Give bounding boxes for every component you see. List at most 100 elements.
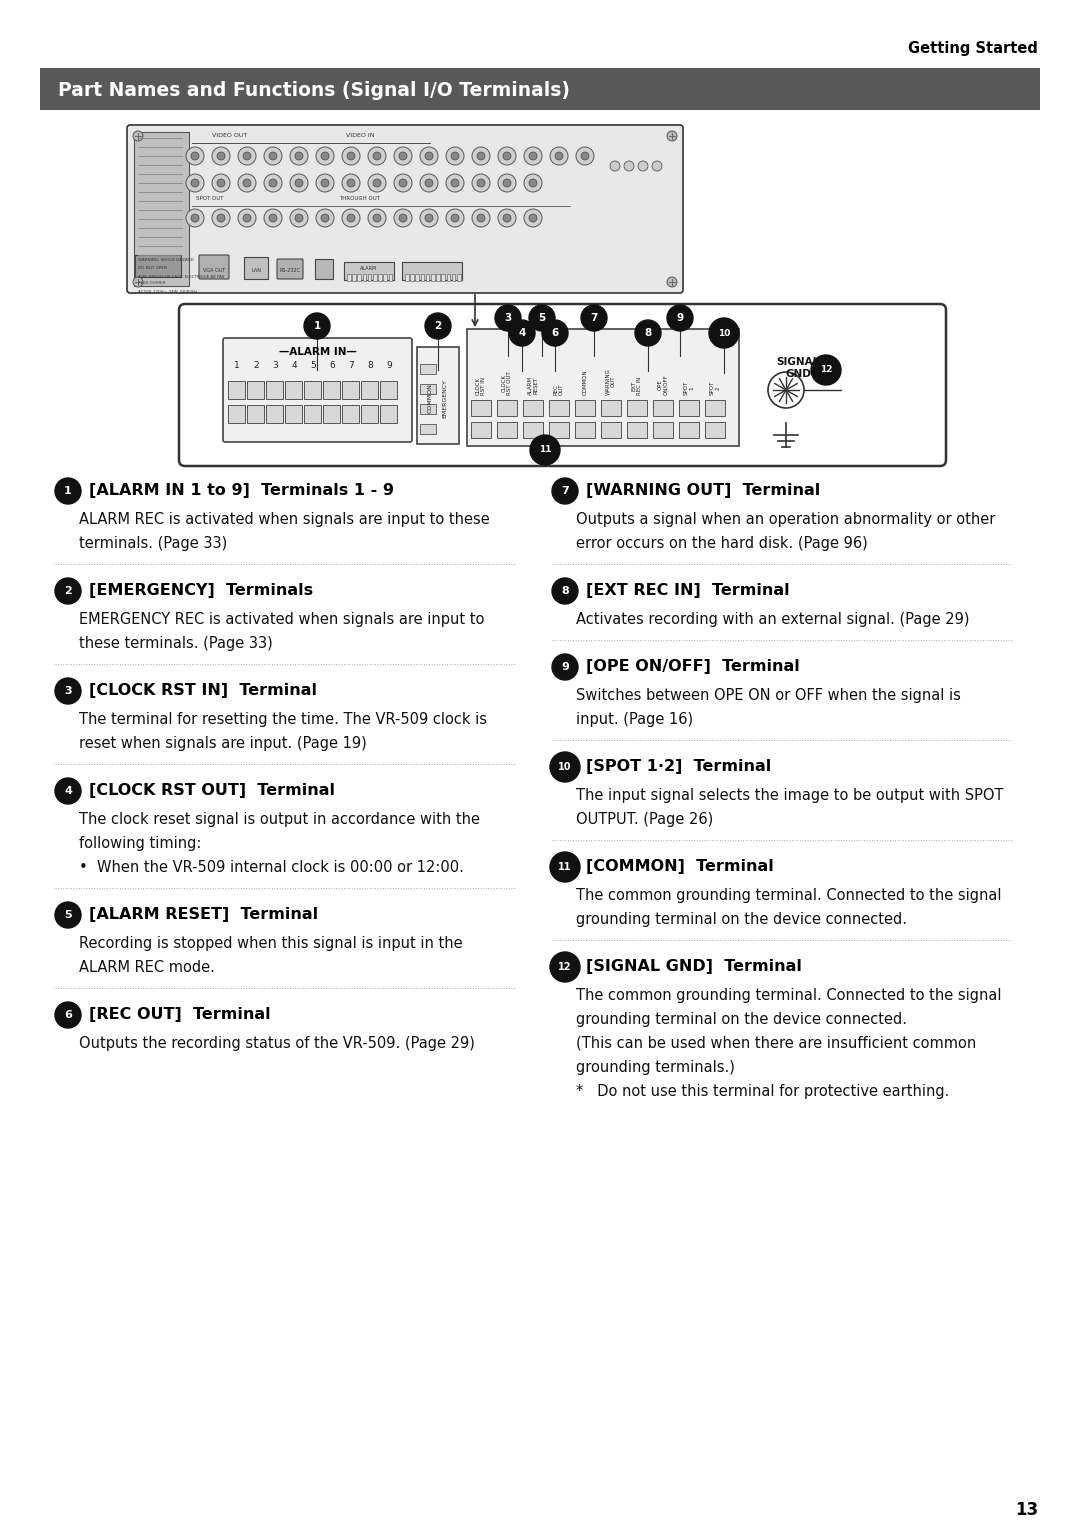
Circle shape — [212, 209, 230, 228]
Text: 11: 11 — [558, 862, 571, 872]
Text: 6: 6 — [64, 1010, 72, 1021]
Text: [EXT REC IN]  Terminal: [EXT REC IN] Terminal — [586, 584, 789, 599]
Circle shape — [652, 160, 662, 171]
FancyBboxPatch shape — [575, 422, 595, 439]
Circle shape — [542, 319, 568, 345]
Text: WARNING
OUT: WARNING OUT — [606, 368, 617, 396]
Text: 2: 2 — [253, 362, 259, 370]
Text: 1: 1 — [64, 486, 72, 497]
FancyBboxPatch shape — [199, 255, 229, 280]
Text: 10: 10 — [718, 329, 730, 338]
Circle shape — [347, 151, 355, 160]
Bar — [447, 274, 450, 281]
Circle shape — [243, 179, 251, 186]
Circle shape — [368, 174, 386, 193]
Circle shape — [708, 318, 739, 348]
Text: 7: 7 — [591, 313, 597, 322]
Bar — [363, 274, 366, 281]
Circle shape — [552, 478, 578, 504]
Text: SPOT OUT: SPOT OUT — [197, 196, 224, 202]
Circle shape — [420, 147, 438, 165]
FancyBboxPatch shape — [417, 347, 459, 445]
FancyBboxPatch shape — [575, 400, 595, 416]
FancyBboxPatch shape — [285, 405, 302, 423]
Text: [ALARM RESET]  Terminal: [ALARM RESET] Terminal — [89, 908, 319, 923]
Circle shape — [667, 306, 693, 332]
Circle shape — [269, 179, 276, 186]
Text: 5: 5 — [64, 911, 71, 920]
Text: OPE
ON/OFF: OPE ON/OFF — [658, 374, 669, 396]
Text: Part Names and Functions (Signal I/O Terminals): Part Names and Functions (Signal I/O Ter… — [58, 81, 570, 99]
Text: 4: 4 — [518, 329, 526, 338]
FancyBboxPatch shape — [266, 380, 283, 399]
Bar — [451, 274, 456, 281]
Bar — [389, 274, 392, 281]
Text: SPOT
1: SPOT 1 — [684, 380, 694, 396]
Circle shape — [295, 151, 303, 160]
Circle shape — [238, 147, 256, 165]
FancyBboxPatch shape — [244, 257, 268, 280]
Bar — [410, 274, 414, 281]
FancyBboxPatch shape — [549, 422, 569, 439]
FancyBboxPatch shape — [276, 260, 303, 280]
Text: PLUS OUVRIR: PLUS OUVRIR — [138, 281, 165, 286]
Bar — [383, 274, 387, 281]
Circle shape — [264, 209, 282, 228]
FancyBboxPatch shape — [497, 422, 517, 439]
Text: 6: 6 — [552, 329, 558, 338]
Text: 13: 13 — [1015, 1500, 1038, 1519]
Text: VIDEO OUT: VIDEO OUT — [213, 133, 247, 138]
Circle shape — [503, 179, 511, 186]
Circle shape — [291, 147, 308, 165]
Text: 10: 10 — [558, 762, 571, 772]
Text: input. (Page 16): input. (Page 16) — [576, 712, 693, 727]
Circle shape — [212, 147, 230, 165]
Circle shape — [446, 147, 464, 165]
Circle shape — [269, 214, 276, 222]
Text: 3: 3 — [272, 362, 278, 370]
Circle shape — [768, 371, 804, 408]
Text: [OPE ON/OFF]  Terminal: [OPE ON/OFF] Terminal — [586, 660, 800, 674]
Circle shape — [186, 209, 204, 228]
Circle shape — [321, 214, 329, 222]
Circle shape — [638, 160, 648, 171]
Circle shape — [191, 214, 199, 222]
Circle shape — [368, 147, 386, 165]
Circle shape — [342, 209, 360, 228]
Circle shape — [477, 179, 485, 186]
Circle shape — [295, 179, 303, 186]
Text: The common grounding terminal. Connected to the signal: The common grounding terminal. Connected… — [576, 989, 1001, 1002]
Circle shape — [498, 174, 516, 193]
Circle shape — [581, 151, 589, 160]
FancyBboxPatch shape — [420, 384, 436, 394]
Circle shape — [303, 313, 330, 339]
Circle shape — [503, 214, 511, 222]
FancyBboxPatch shape — [471, 422, 491, 439]
Bar — [416, 274, 419, 281]
Circle shape — [552, 654, 578, 680]
FancyBboxPatch shape — [323, 380, 340, 399]
FancyBboxPatch shape — [179, 304, 946, 466]
Bar — [457, 274, 460, 281]
Text: 1: 1 — [234, 362, 240, 370]
Circle shape — [55, 902, 81, 927]
Text: [CLOCK RST IN]  Terminal: [CLOCK RST IN] Terminal — [89, 683, 318, 698]
Bar — [373, 274, 377, 281]
FancyBboxPatch shape — [627, 422, 647, 439]
Circle shape — [217, 151, 225, 160]
Text: reset when signals are input. (Page 19): reset when signals are input. (Page 19) — [79, 736, 367, 750]
Text: 2: 2 — [434, 321, 442, 332]
Circle shape — [451, 214, 459, 222]
Circle shape — [191, 151, 199, 160]
Circle shape — [472, 209, 490, 228]
Circle shape — [243, 214, 251, 222]
FancyBboxPatch shape — [380, 380, 397, 399]
Text: [COMMON]  Terminal: [COMMON] Terminal — [586, 859, 773, 874]
Text: [REC OUT]  Terminal: [REC OUT] Terminal — [89, 1007, 271, 1022]
Text: terminals. (Page 33): terminals. (Page 33) — [79, 536, 227, 552]
Circle shape — [811, 354, 841, 385]
FancyBboxPatch shape — [228, 380, 245, 399]
FancyBboxPatch shape — [653, 422, 673, 439]
Text: EMERGENCY REC is activated when signals are input to: EMERGENCY REC is activated when signals … — [79, 613, 484, 626]
Text: THROUGH OUT: THROUGH OUT — [339, 196, 380, 202]
